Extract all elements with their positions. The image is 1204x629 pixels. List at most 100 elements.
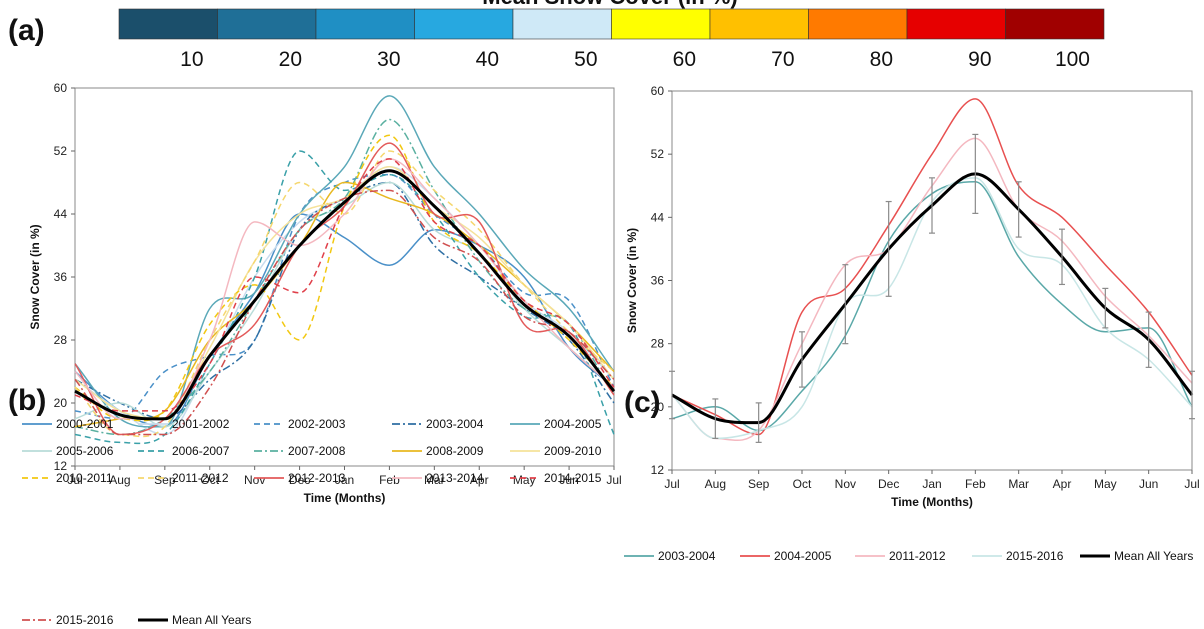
y-tick-label: 52 — [54, 144, 68, 158]
colorbar-swatch — [906, 8, 1006, 40]
legend-entry-label: Mean All Years — [172, 613, 251, 627]
x-tick-label: Sep — [154, 473, 176, 487]
legend-entry-label: 2012-2013 — [288, 471, 346, 485]
y-tick-label: 36 — [54, 270, 68, 284]
plot-frame — [671, 90, 1193, 471]
legend-entry-label: 2000-2001 — [56, 417, 114, 431]
colorbar-swatch — [1005, 8, 1105, 40]
series-line — [74, 158, 615, 412]
y-tick-label: 20 — [651, 400, 665, 414]
x-axis-title: Time (Months) — [891, 495, 973, 509]
x-tick-label: Oct — [200, 473, 219, 487]
x-tick-label: Apr — [470, 473, 489, 487]
x-tick-label: Jun — [1139, 477, 1158, 491]
series-line — [74, 213, 615, 428]
panel-label-b: (b) — [8, 384, 46, 417]
y-axis-title: Snow Cover (in %) — [625, 228, 639, 333]
y-axis-title: Snow Cover (in %) — [28, 224, 42, 329]
colorbar-swatch — [118, 8, 218, 40]
x-tick-label: Feb — [379, 473, 400, 487]
legend-entry-label: 2005-2006 — [56, 444, 114, 458]
series-line — [74, 181, 615, 420]
x-tick-label: Oct — [793, 477, 812, 491]
y-tick-label: 36 — [651, 274, 665, 288]
colorbar-swatch — [709, 8, 809, 40]
colorbar-tick-label: 60 — [673, 48, 696, 71]
colorbar-swatch — [611, 8, 711, 40]
colorbar-tick-label: 20 — [279, 48, 302, 71]
x-tick-label: Mar — [424, 473, 445, 487]
colorbar-tick-label: 50 — [574, 48, 597, 71]
y-tick-label: 52 — [651, 147, 665, 161]
legend-entry-label: 2004-2005 — [774, 549, 832, 563]
x-tick-label: Dec — [878, 477, 899, 491]
x-tick-label: Aug — [109, 473, 130, 487]
legend-entry-label: 2001-2002 — [172, 417, 230, 431]
series-line — [74, 95, 615, 428]
legend-entry-label: 2011-2012 — [889, 549, 946, 563]
colorbar: Mean Snow Cover (in %) 10 20 30 40 50 60 70 80 9… — [118, 0, 1105, 71]
series-line — [74, 189, 615, 436]
x-tick-label: Jan — [335, 473, 354, 487]
series-line — [671, 98, 1193, 436]
colorbar-tick-label: 30 — [377, 48, 400, 71]
legend-entry-label: 2014-2015 — [544, 471, 602, 485]
x-tick-label: Nov — [835, 477, 856, 491]
x-tick-label: Feb — [965, 477, 986, 491]
colorbar-tick-label: 40 — [476, 48, 499, 71]
chart-panel-c: 12 20 28 36 44 52 60 Jul Aug Sep Oct Nov Dec Jan Feb Ma… — [625, 84, 1200, 509]
y-tick-label: 60 — [54, 81, 68, 95]
colorbar-tick-label: 10 — [180, 48, 203, 71]
colorbar-swatch — [315, 8, 415, 40]
legend-panel-b: 2000-2001 2001-2002 2002-2003 2003-2004 2004… — [22, 417, 602, 627]
legend-entry-label: 2007-2008 — [288, 444, 346, 458]
y-tick-label: 12 — [54, 459, 68, 473]
legend-entry-label: Mean All Years — [1114, 549, 1193, 563]
legend-entry-label: 2010-2011 — [56, 471, 113, 485]
colorbar-tick-label: 80 — [870, 48, 893, 71]
x-axis-title: Time (Months) — [304, 491, 386, 505]
x-tick-label: Dec — [289, 473, 310, 487]
series-line — [74, 150, 615, 438]
x-tick-label: Jan — [922, 477, 941, 491]
legend-entry-label: 2003-2004 — [658, 549, 716, 563]
legend-entry-label: 2006-2007 — [172, 444, 230, 458]
x-tick-label: Jul — [664, 477, 679, 491]
colorbar-title: Mean Snow Cover (in %) — [482, 0, 737, 9]
legend-entry-label: 2003-2004 — [426, 417, 484, 431]
legend-entry-label: 2004-2005 — [544, 417, 602, 431]
colorbar-swatch — [217, 8, 317, 40]
x-tick-label: Nov — [244, 473, 265, 487]
series-line — [74, 118, 615, 436]
y-tick-label: 28 — [651, 337, 665, 351]
legend-entry-label: 2015-2016 — [1006, 549, 1064, 563]
colorbar-swatch — [414, 8, 514, 40]
colorbar-tick-label: 70 — [771, 48, 794, 71]
legend-entry-label: 2015-2016 — [56, 613, 114, 627]
series-line — [74, 134, 615, 422]
colorbar-swatch — [512, 8, 612, 40]
legend-entry-label: 2008-2009 — [426, 444, 484, 458]
series-line — [74, 150, 615, 445]
x-tick-label: Jul — [67, 473, 82, 487]
y-tick-label: 20 — [54, 396, 68, 410]
x-tick-label: Jun — [559, 473, 578, 487]
colorbar-tick-label: 100 — [1055, 48, 1090, 71]
x-tick-label: Mar — [1008, 477, 1029, 491]
y-tick-label: 44 — [54, 207, 68, 221]
x-tick-label: May — [1094, 477, 1117, 491]
colorbar-tick-label: 90 — [968, 48, 991, 71]
panel-label-c: (c) — [624, 386, 661, 419]
x-tick-label: May — [513, 473, 536, 487]
x-tick-label: Aug — [705, 477, 726, 491]
series-line — [74, 181, 615, 428]
legend-panel-c: 2003-2004 2004-2005 2011-2012 2015-2016 Mean… — [624, 549, 1193, 563]
panel-label-a: (a) — [8, 14, 45, 47]
series-line — [74, 173, 615, 420]
legend-entry-label: 2013-2014 — [426, 471, 484, 485]
y-tick-label: 28 — [54, 333, 68, 347]
colorbar-swatch — [808, 8, 908, 40]
legend-entry-label: 2009-2010 — [544, 444, 602, 458]
chart-panel-a: 12 20 28 36 44 52 60 Jul Aug Sep Oct Nov Dec Jan Feb Ma… — [28, 81, 622, 505]
